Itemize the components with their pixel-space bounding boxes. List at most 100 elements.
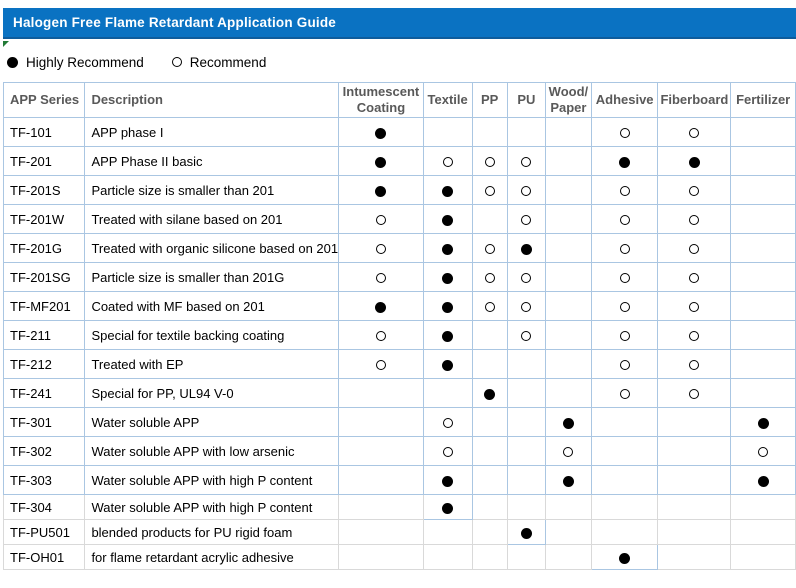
cell-fiberboard xyxy=(657,320,732,350)
cell-pu xyxy=(506,320,547,350)
cell-textile xyxy=(422,117,473,147)
legend: Highly Recommend Recommend xyxy=(7,51,266,73)
cell-fertilizer xyxy=(730,146,796,176)
recommend-dot-icon xyxy=(484,186,495,197)
cell-adhesive xyxy=(590,378,659,408)
cell-wood-paper xyxy=(545,204,592,234)
recommend-dot-icon xyxy=(442,418,453,429)
cell-fiberboard xyxy=(657,262,732,292)
cell-fertilizer xyxy=(730,320,796,350)
cell-fiberboard xyxy=(657,465,732,495)
cell-pp xyxy=(471,291,508,321)
cell-fiberboard xyxy=(657,407,732,437)
table-row-tf-201w: TF-201W Treated with silane based on 201 xyxy=(2,204,796,234)
table-row-tf-mf201: TF-MF201 Coated with MF based on 201 xyxy=(2,291,796,321)
legend-item-recommend: Recommend xyxy=(171,55,266,70)
recommend-dot-icon xyxy=(689,186,700,197)
highly-recommend-dot-icon xyxy=(375,127,387,139)
cell-intumescent-coating xyxy=(338,349,424,379)
recommend-dot-icon xyxy=(521,331,532,342)
cell-fertilizer xyxy=(730,349,796,379)
cell-pu xyxy=(506,117,547,147)
cell-textile xyxy=(422,320,473,350)
cell-intumescent-coating xyxy=(338,465,424,495)
cell-description: Treated with organic silicone based on 2… xyxy=(84,233,340,263)
column-header-intumescent-coating: Intumescent Coating xyxy=(338,82,424,118)
cell-adhesive xyxy=(590,519,659,545)
cell-description: Treated with silane based on 201 xyxy=(84,204,340,234)
cell-description: Special for PP, UL94 V-0 xyxy=(84,378,340,408)
recommend-dot-icon xyxy=(521,302,532,313)
cell-textile xyxy=(422,204,473,234)
cell-pu xyxy=(506,233,547,263)
table-row-tf-101: TF-101 APP phase I xyxy=(2,117,796,147)
cell-series: TF-201G xyxy=(2,233,86,263)
cell-wood-paper xyxy=(545,378,592,408)
cell-textile xyxy=(422,494,473,520)
cell-wood-paper xyxy=(545,407,592,437)
recommend-dot-icon xyxy=(619,360,630,371)
cell-pp xyxy=(471,544,508,570)
highly-recommend-dot-icon xyxy=(562,417,574,429)
cell-wood-paper xyxy=(545,544,592,570)
recommend-dot-icon xyxy=(689,244,700,255)
cell-pu xyxy=(506,262,547,292)
cell-description: Particle size is smaller than 201 xyxy=(84,175,340,205)
cell-pp xyxy=(471,465,508,495)
cell-adhesive xyxy=(590,233,659,263)
cell-pu xyxy=(506,349,547,379)
table-row-tf-201: TF-201 APP Phase II basic xyxy=(2,146,796,176)
cell-series: TF-201W xyxy=(2,204,86,234)
cell-pp xyxy=(471,378,508,408)
cell-textile xyxy=(422,407,473,437)
cell-intumescent-coating xyxy=(338,175,424,205)
cell-adhesive xyxy=(590,349,659,379)
recommend-dot-icon xyxy=(375,215,386,226)
cell-fiberboard xyxy=(657,175,732,205)
recommend-dot-icon xyxy=(375,244,386,255)
table-row-tf-201sg: TF-201SG Particle size is smaller than 20… xyxy=(2,262,796,292)
cell-fiberboard xyxy=(657,544,732,570)
cell-series: TF-302 xyxy=(2,436,86,466)
cell-adhesive xyxy=(590,262,659,292)
cell-intumescent-coating xyxy=(338,378,424,408)
cell-pu xyxy=(506,204,547,234)
recommend-dot-icon xyxy=(619,389,630,400)
cell-description: Water soluble APP with high P content xyxy=(84,494,340,520)
cell-series: TF-OH01 xyxy=(2,544,86,570)
highly-recommend-dot-icon xyxy=(442,185,454,197)
highly-recommend-dot-icon xyxy=(484,388,496,400)
cell-pp xyxy=(471,117,508,147)
recommend-dot-icon xyxy=(484,157,495,168)
table-row-tf-241: TF-241 Special for PP, UL94 V-0 xyxy=(2,378,796,408)
highly-recommend-dot-icon xyxy=(757,475,769,487)
cell-intumescent-coating xyxy=(338,146,424,176)
table-row-tf-211: TF-211 Special for textile backing coatin… xyxy=(2,320,796,350)
cell-fertilizer xyxy=(730,291,796,321)
cell-pp xyxy=(471,146,508,176)
highly-recommend-dot-icon xyxy=(375,156,387,168)
cell-description: APP Phase II basic xyxy=(84,146,340,176)
cell-fertilizer xyxy=(730,378,796,408)
cell-adhesive xyxy=(590,494,659,520)
comment-flag-icon xyxy=(3,41,9,47)
cell-description: Treated with EP xyxy=(84,349,340,379)
cell-pu xyxy=(506,494,547,520)
cell-adhesive xyxy=(590,291,659,321)
cell-intumescent-coating xyxy=(338,544,424,570)
cell-fiberboard xyxy=(657,519,732,545)
cell-intumescent-coating xyxy=(338,494,424,520)
cell-textile xyxy=(422,175,473,205)
column-header-adhesive: Adhesive xyxy=(590,82,659,118)
recommend-dot-icon xyxy=(619,331,630,342)
cell-textile xyxy=(422,262,473,292)
column-header-wood-paper: Wood/ Paper xyxy=(545,82,592,118)
cell-fertilizer xyxy=(730,544,796,570)
highly-recommend-dot-icon xyxy=(375,301,387,313)
cell-pp xyxy=(471,233,508,263)
recommend-dot-icon xyxy=(484,244,495,255)
recommend-dot-icon xyxy=(171,57,182,67)
recommend-dot-icon xyxy=(484,273,495,284)
cell-textile xyxy=(422,146,473,176)
